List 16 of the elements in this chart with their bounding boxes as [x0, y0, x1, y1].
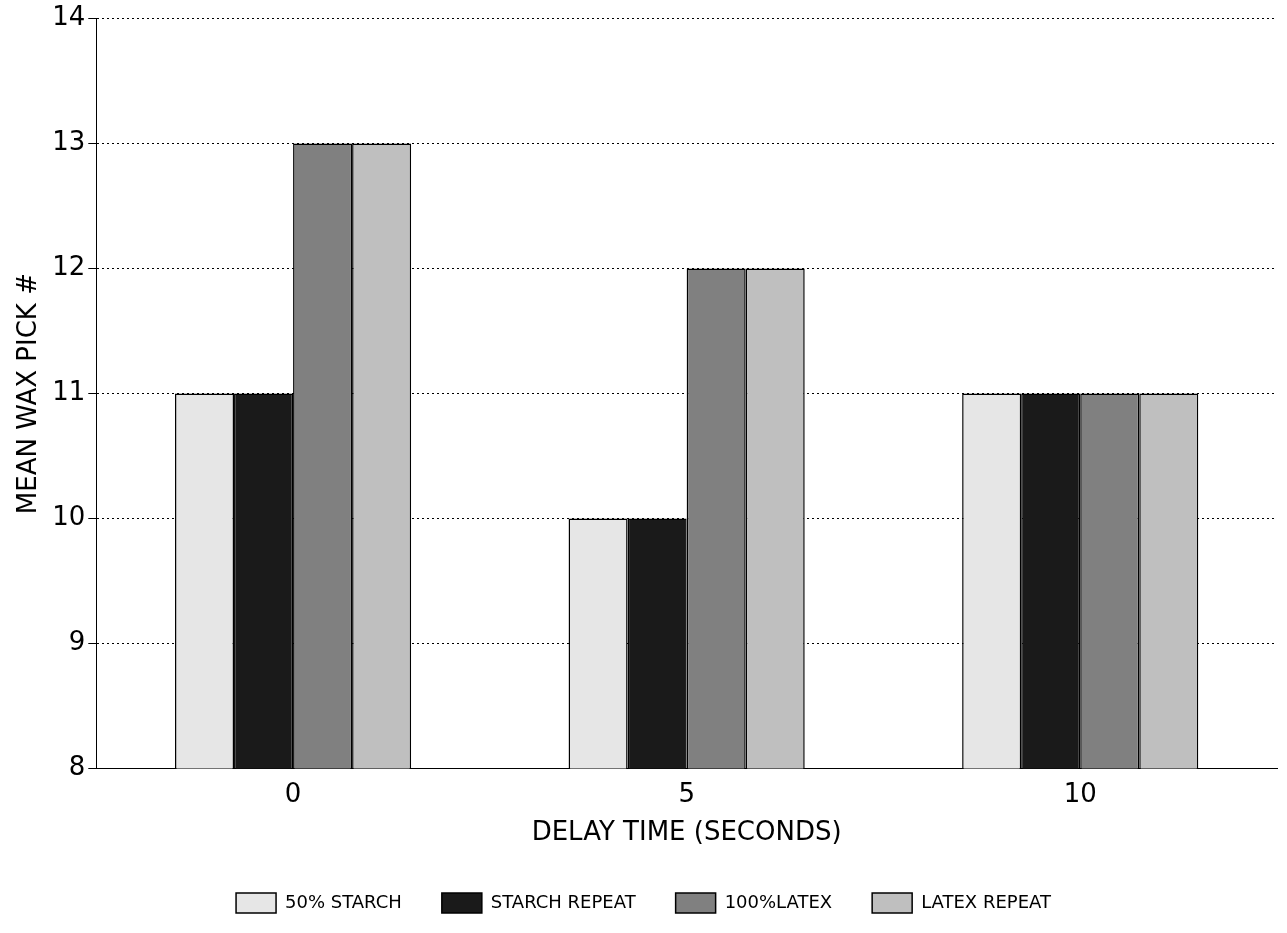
- legend-label: LATEX REPEAT: [921, 890, 1052, 912]
- y-tick-label: 13: [52, 126, 86, 157]
- x-tick-label: 5: [678, 777, 695, 808]
- x-tick-label: 10: [1063, 777, 1097, 808]
- legend-label: 50% STARCH: [285, 890, 402, 912]
- y-axis-title: MEAN WAX PICK #: [12, 273, 43, 515]
- y-tick-label: 8: [68, 751, 86, 782]
- y-tick-label: 10: [52, 501, 86, 532]
- legend-label: STARCH REPEAT: [490, 890, 637, 912]
- x-axis-title: DELAY TIME (SECONDS): [531, 816, 842, 847]
- legend-label: 100%LATEX: [724, 890, 833, 912]
- y-tick-label: 12: [52, 251, 86, 282]
- y-tick-label: 11: [52, 376, 86, 407]
- y-tick-label: 9: [68, 626, 86, 657]
- x-tick-label: 0: [284, 777, 302, 808]
- y-tick-label: 14: [52, 1, 86, 32]
